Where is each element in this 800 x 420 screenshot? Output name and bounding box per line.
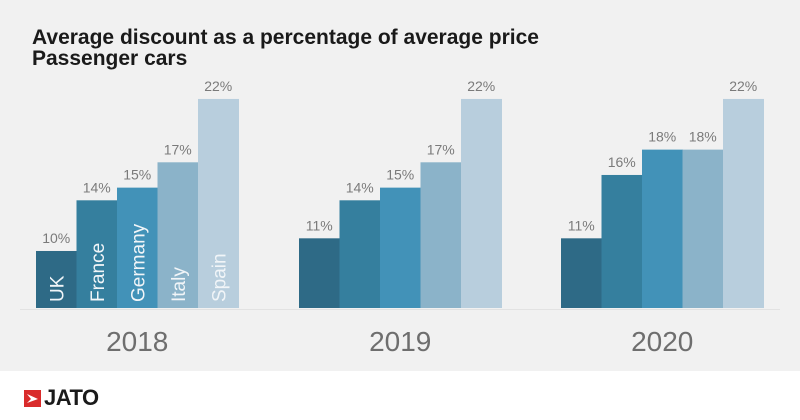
data-label: 22% xyxy=(467,78,495,94)
chart-title-block: Average discount as a percentage of aver… xyxy=(32,27,539,69)
bar-germany-2018 xyxy=(117,187,158,308)
bar-germany-2020 xyxy=(642,149,683,308)
x-tick-label: 2018 xyxy=(106,326,168,357)
data-label: 22% xyxy=(204,78,232,94)
bar-italy-2019 xyxy=(420,162,462,308)
bar-italy-2018 xyxy=(157,162,199,308)
jato-logo: JATO xyxy=(24,385,99,411)
data-label: 15% xyxy=(123,167,151,183)
jato-logo-icon xyxy=(24,389,41,407)
x-tick-label: 2019 xyxy=(369,326,431,357)
series-label: Spain xyxy=(209,253,230,302)
chart-subtitle: Passenger cars xyxy=(32,47,188,70)
chart-title: Average discount as a percentage of aver… xyxy=(32,26,539,49)
bar-france-2018 xyxy=(76,200,118,308)
bar-spain-2020 xyxy=(723,98,764,308)
x-tick-label: 2020 xyxy=(631,326,693,357)
data-label: 14% xyxy=(83,179,111,195)
bar-germany-2019 xyxy=(380,187,421,308)
bar-france-2019 xyxy=(339,200,381,308)
data-label: 18% xyxy=(689,129,717,145)
series-label: Germany xyxy=(128,223,149,302)
brand-name: JATO xyxy=(44,385,99,410)
data-label: 22% xyxy=(729,78,757,94)
bar-spain-2018 xyxy=(198,98,239,308)
bar-spain-2019 xyxy=(461,98,502,308)
data-label: 11% xyxy=(568,217,595,233)
series-label: UK xyxy=(47,275,68,302)
data-label: 15% xyxy=(386,167,414,183)
bar-uk-2018 xyxy=(36,250,77,308)
data-label: 17% xyxy=(164,141,192,157)
series-label: Italy xyxy=(169,267,190,302)
bar-italy-2020 xyxy=(682,149,724,308)
bar-uk-2019 xyxy=(299,238,340,308)
bar-chart: 10% UK 14% France 15% Germany 17% Italy 22% Spain… xyxy=(20,78,780,357)
bar-uk-2020 xyxy=(561,238,602,308)
data-label: 16% xyxy=(608,154,636,170)
series-label: France xyxy=(88,243,109,302)
data-label: 11% xyxy=(306,217,333,233)
data-label: 14% xyxy=(346,179,374,195)
data-label: 18% xyxy=(648,129,676,145)
data-label: 17% xyxy=(427,141,455,157)
data-label: 10% xyxy=(42,230,70,246)
bar-france-2020 xyxy=(601,174,643,308)
